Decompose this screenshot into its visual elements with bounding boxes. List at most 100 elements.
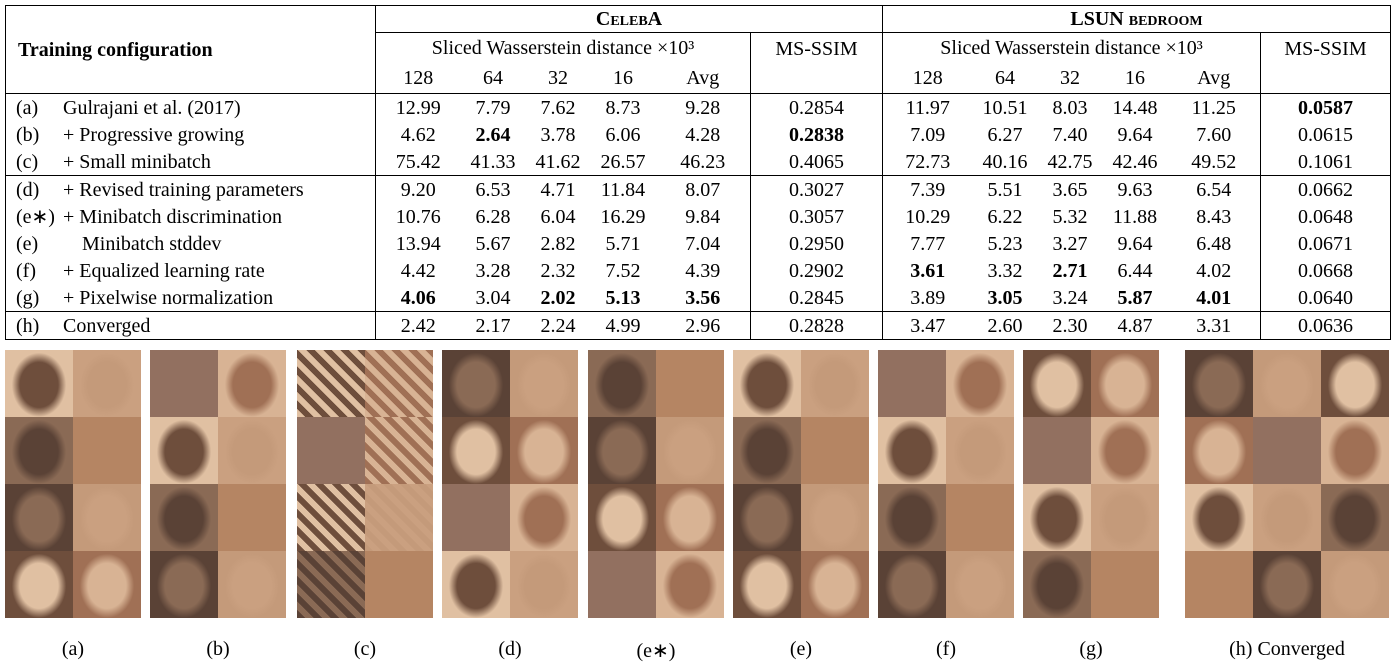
row-label: (d) + Revised training parameters <box>5 175 376 203</box>
value-cell: 5.71 <box>605 232 641 255</box>
value-cell: 0.0668 <box>1260 257 1391 284</box>
value-cell: 2.24 <box>540 314 576 337</box>
sample-image <box>1023 350 1091 417</box>
value-cell: 42.75 <box>1047 150 1093 173</box>
sample-image <box>1321 417 1389 484</box>
value-cell: 7.04 <box>655 230 751 257</box>
sample-image <box>1091 551 1159 618</box>
value-cell: 4.42 <box>400 259 436 282</box>
sample-image <box>150 350 218 417</box>
resolution-header: 16 <box>1125 67 1145 89</box>
data-row: (c) + Small minibatch 75.42 41.33 41.62 26.57… <box>5 148 1391 176</box>
value-cell: 3.05 <box>987 286 1023 309</box>
row-label: (h) Converged <box>5 311 376 340</box>
sample-image <box>1253 551 1321 618</box>
value-cell: 2.02 <box>540 286 576 309</box>
resolution-header: 32 <box>1060 67 1080 89</box>
value-cell: 3.27 <box>1052 232 1088 255</box>
value-cell: 0.2902 <box>750 257 883 284</box>
value-cell: 12.99 <box>395 96 441 119</box>
value-cell: 6.48 <box>1167 230 1261 257</box>
group-header: CelebA <box>375 5 883 33</box>
sample-image <box>1023 484 1091 551</box>
figure-caption: (e) <box>789 638 813 660</box>
value-cell: 0.1061 <box>1260 148 1391 176</box>
value-cell: 3.28 <box>475 259 511 282</box>
row-name: Minibatch stddev <box>82 232 222 255</box>
sample-image <box>73 484 141 551</box>
swd-header: Sliced Wasserstein distance ×10³ <box>431 37 695 59</box>
value-cell: 4.87 <box>1117 314 1153 337</box>
value-cell: 42.46 <box>1112 150 1158 173</box>
row-id: (b) <box>16 123 40 146</box>
resolution-header: Avg <box>686 67 720 89</box>
sample-grid <box>1023 350 1159 618</box>
value-cell: 8.07 <box>655 175 751 203</box>
value-cell: 7.60 <box>1167 121 1261 148</box>
sample-grid <box>150 350 286 618</box>
row-label: (e) Minibatch stddev <box>5 230 376 257</box>
sample-image <box>442 484 510 551</box>
sample-image <box>218 551 286 618</box>
value-cell: 11.88 <box>1112 205 1158 228</box>
sample-image <box>588 417 656 484</box>
value-cell: 4.71 <box>540 178 576 201</box>
sample-grid <box>588 350 724 618</box>
value-cell: 0.2845 <box>750 284 883 312</box>
sample-image <box>365 350 433 417</box>
row-label: (g) + Pixelwise normalization <box>5 284 376 312</box>
sample-image <box>442 417 510 484</box>
sample-image <box>5 551 73 618</box>
resolution-header: 64 <box>995 67 1015 89</box>
value-cell: 6.28 <box>475 205 511 228</box>
row-name: Converged <box>63 314 151 337</box>
value-cell: 2.96 <box>655 311 751 340</box>
value-cell: 3.47 <box>910 314 946 337</box>
value-cell: 2.71 <box>1052 259 1088 282</box>
value-cell: 4.06 <box>400 286 436 309</box>
value-cell: 0.0648 <box>1260 203 1391 230</box>
resolution-header: 64 <box>483 67 503 89</box>
value-cell: 14.48 <box>1112 96 1158 119</box>
value-cell: 6.04 <box>540 205 576 228</box>
sample-image <box>5 484 73 551</box>
sample-image <box>218 417 286 484</box>
sample-image <box>5 417 73 484</box>
resolution-header: Avg <box>1197 67 1231 89</box>
sample-image <box>733 350 801 417</box>
value-cell: 10.76 <box>395 205 441 228</box>
sample-image <box>946 551 1014 618</box>
sample-image <box>1321 484 1389 551</box>
sample-image <box>297 417 365 484</box>
value-cell: 5.32 <box>1052 205 1088 228</box>
value-cell: 2.42 <box>400 314 436 337</box>
sample-image <box>365 484 433 551</box>
sample-image <box>656 417 724 484</box>
sample-grid <box>733 350 869 618</box>
value-cell: 10.51 <box>982 96 1028 119</box>
row-id: (c) <box>16 150 39 173</box>
value-cell: 3.04 <box>475 286 511 309</box>
value-cell: 5.87 <box>1117 286 1153 309</box>
results-table: Training configuration CelebA LSUN bedroom… <box>5 5 1391 340</box>
sample-image <box>510 350 578 417</box>
row-label: (b) + Progressive growing <box>5 121 376 148</box>
sample-image <box>510 484 578 551</box>
value-cell: 3.24 <box>1052 286 1088 309</box>
figure-caption: (h) Converged <box>1229 638 1345 660</box>
figure-caption: (b) <box>206 638 230 660</box>
header-row: Sliced Wasserstein distance ×10³ MS-SSIM S… <box>6 32 1391 94</box>
value-cell: 5.67 <box>475 232 511 255</box>
value-cell: 72.73 <box>905 150 951 173</box>
value-cell: 6.53 <box>475 178 511 201</box>
row-name: + Equalized learning rate <box>63 259 265 282</box>
value-cell: 41.33 <box>470 150 516 173</box>
value-cell: 9.64 <box>1117 123 1153 146</box>
value-cell: 6.44 <box>1117 259 1153 282</box>
value-cell: 0.0615 <box>1260 121 1391 148</box>
row-label: (c) + Small minibatch <box>5 148 376 176</box>
value-cell: 0.3057 <box>750 203 883 230</box>
sample-grid <box>5 350 141 618</box>
value-cell: 26.57 <box>600 150 646 173</box>
